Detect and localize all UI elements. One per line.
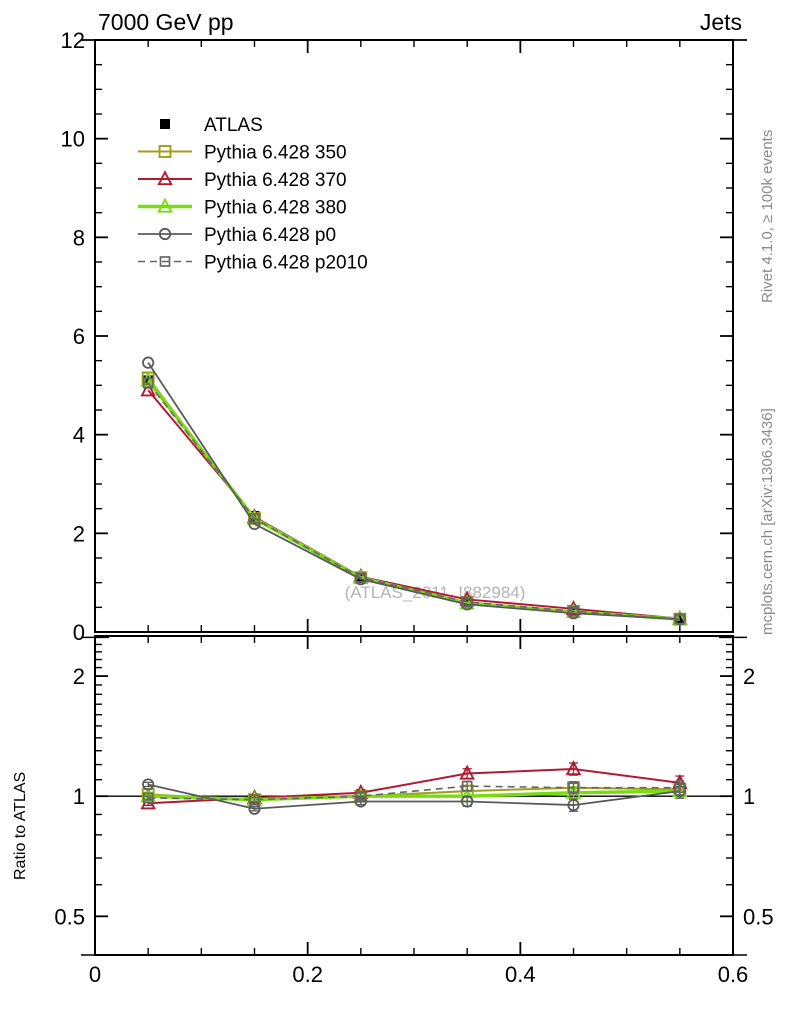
- series-point-ratio-pythia-p2010: [249, 794, 260, 806]
- atlas-data-point: [674, 614, 685, 625]
- series-point-main-pythia-380: [459, 594, 475, 610]
- series-point-main-pythia-p2010: [568, 605, 579, 617]
- legend-label-pythia-p2010: Pythia 6.428 p2010: [204, 253, 368, 274]
- ratio-y-tick-label: 1: [743, 784, 755, 809]
- legend-marker-0: [160, 119, 170, 129]
- main-y-labels: 0 2 4 6 8 10 12: [61, 28, 85, 645]
- series-point-main-pythia-370: [140, 381, 156, 397]
- main-y-tick-label: 2: [73, 521, 85, 546]
- series-point-main-pythia-p0: [142, 356, 155, 369]
- beam-title: 7000 GeV pp: [98, 9, 234, 35]
- series-point-ratio-pythia-370: [459, 764, 475, 780]
- legend-label-pythia-370: Pythia 6.428 370: [204, 170, 347, 191]
- x-tick-label: 0.6: [718, 962, 749, 987]
- series-point-main-pythia-p2010: [355, 572, 367, 584]
- series-line-main-pythia-p2010: [147, 382, 680, 620]
- series-line-ratio-pythia-380: [148, 789, 680, 802]
- series-point-ratio-pythia-370: [565, 760, 582, 776]
- ratio-y-tick-label: 1: [73, 784, 85, 809]
- series-point-ratio-pythia-p2010: [461, 780, 473, 792]
- legend-marker-pythia-370: [157, 170, 173, 186]
- x-tick-label: 0.2: [292, 962, 323, 987]
- series-line-main-pythia-350: [147, 377, 680, 621]
- analysis-group-title: Jets: [699, 9, 742, 35]
- main-y-tick-label: 8: [73, 225, 85, 250]
- main-y-tick-label: 12: [61, 28, 85, 53]
- legend-label-pythia-350: Pythia 6.428 350: [204, 143, 347, 164]
- series-line-main-pythia-370: [147, 389, 680, 620]
- legend-marker-pythia-350: [158, 145, 172, 158]
- main-y-tick-label: 10: [61, 127, 85, 152]
- series-point-ratio-pythia-p0: [567, 798, 580, 812]
- series-line-ratio-pythia-p2010: [148, 785, 680, 801]
- series-point-main-pythia-p2010: [142, 377, 154, 389]
- main-panel-frame: [94, 39, 734, 633]
- ratio-y-tick-label: 0.5: [743, 904, 774, 929]
- main-y-tick-label: 6: [73, 324, 85, 349]
- main-y-tick-label: 4: [73, 423, 85, 448]
- series-point-ratio-pythia-p0: [142, 778, 155, 791]
- legend-marker-pythia-p2010: [159, 256, 171, 267]
- series-line-main-pythia-p0: [147, 362, 680, 621]
- series-point-ratio-pythia-p2010: [142, 792, 154, 804]
- series-point-ratio-pythia-p2010: [568, 782, 579, 794]
- series-point-main-pythia-p2010: [461, 596, 473, 608]
- series-line-ratio-pythia-p0: [147, 783, 680, 810]
- series-point-ratio-pythia-p0: [461, 795, 474, 808]
- legend-label-pythia-380: Pythia 6.428 380: [204, 198, 347, 219]
- series-point-ratio-pythia-p2010: [674, 782, 686, 794]
- series-line-main-pythia-380: [146, 379, 680, 621]
- legend-label-0: ATLAS: [204, 115, 263, 136]
- x-tick-label: 0.4: [505, 962, 536, 987]
- series-point-main-pythia-p2010: [674, 613, 686, 625]
- ratio-y-tick-label: 2: [743, 664, 755, 689]
- ratio-y-tick-label: 0.5: [54, 904, 85, 929]
- series-point-main-pythia-380: [140, 371, 156, 387]
- legend-label-pythia-p0: Pythia 6.428 p0: [204, 225, 336, 246]
- series-point-ratio-pythia-p2010: [355, 790, 367, 802]
- ratio-y-tick-label: 2: [73, 664, 85, 689]
- series-point-main-pythia-p2010: [249, 513, 260, 524]
- legend-marker-pythia-p0: [158, 227, 172, 241]
- legend-marker-pythia-380: [157, 197, 173, 213]
- main-y-tick-label: 0: [73, 620, 85, 645]
- x-tick-label: 0: [89, 962, 101, 987]
